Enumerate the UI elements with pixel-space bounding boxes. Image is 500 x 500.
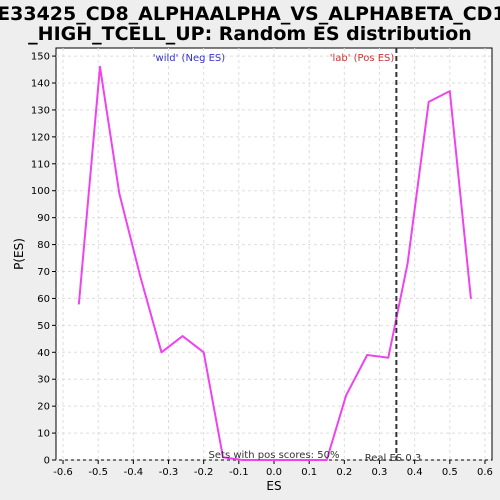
neg-es-label: 'wild' (Neg ES) xyxy=(153,53,225,64)
y-tick-label: 60 xyxy=(37,294,50,305)
y-tick-label: 80 xyxy=(37,240,50,251)
y-tick-label: 10 xyxy=(37,429,50,440)
data-point xyxy=(241,459,244,461)
data-point xyxy=(222,456,224,459)
x-tick-label: 0.1 xyxy=(301,467,317,478)
y-tick-label: 20 xyxy=(37,402,50,413)
grid xyxy=(56,48,492,461)
data-point xyxy=(387,356,390,359)
x-tick-label: -0.3 xyxy=(159,467,179,478)
x-tick-label: 0.5 xyxy=(442,467,458,478)
y-axis-label: P(ES) xyxy=(12,238,26,270)
data-point xyxy=(325,459,328,461)
x-tick-label: -0.5 xyxy=(88,467,108,478)
chart-title-line-1: GSE33425_CD8_ALPHAALPHA_VS_ALPHABETA_CD1… xyxy=(0,3,500,25)
data-point xyxy=(202,351,205,354)
y-tick-label: 30 xyxy=(37,375,50,386)
x-tick-label: 0.0 xyxy=(266,467,282,478)
real-es-label: Real ES 0.3 xyxy=(365,453,421,464)
x-axis-label: ES xyxy=(266,479,281,493)
series xyxy=(77,65,472,461)
data-point xyxy=(427,101,430,103)
y-tick-label: 140 xyxy=(31,79,50,90)
y-tick-label: 40 xyxy=(37,348,50,359)
data-point xyxy=(449,90,451,92)
data-point xyxy=(406,262,409,265)
data-point xyxy=(181,335,184,337)
pos-scores-label: Sets with pos scores: 50% xyxy=(209,450,340,461)
data-point xyxy=(366,354,368,356)
x-tick-label: -0.6 xyxy=(53,467,73,478)
y-tick-label: 100 xyxy=(31,186,50,197)
x-tick-label: 0.4 xyxy=(407,467,423,478)
x-tick-label: -0.2 xyxy=(194,467,214,478)
data-point xyxy=(118,192,121,195)
data-point xyxy=(470,297,472,300)
data-point xyxy=(345,394,347,397)
data-point xyxy=(160,351,163,354)
y-tick-label: 120 xyxy=(31,132,50,143)
y-tick-label: 150 xyxy=(31,52,50,63)
x-tick-label: 0.3 xyxy=(372,467,388,478)
y-tick-label: 0 xyxy=(44,456,50,467)
y-tick-label: 90 xyxy=(37,213,50,224)
x-tick-label: -0.1 xyxy=(229,467,249,478)
y-tick-label: 50 xyxy=(37,321,50,332)
x-tick-label: -0.4 xyxy=(124,467,144,478)
axis-ticks: 0 10 20 30 40 50 60 70 80 90 100 110 120 130 140 150 -0.… xyxy=(31,52,493,478)
chart-title-line-2: _HIGH_TCELL_UP: Random ES distribution xyxy=(28,23,472,45)
data-point xyxy=(139,276,142,278)
data-point xyxy=(99,66,101,68)
data-point xyxy=(78,303,80,305)
y-tick-label: 70 xyxy=(37,267,50,278)
y-tick-label: 110 xyxy=(31,159,50,170)
pos-es-label: 'lab' (Pos ES) xyxy=(330,53,395,64)
x-tick-label: 0.2 xyxy=(336,467,352,478)
x-tick-label: 0.6 xyxy=(477,467,493,478)
y-tick-label: 130 xyxy=(31,105,50,116)
